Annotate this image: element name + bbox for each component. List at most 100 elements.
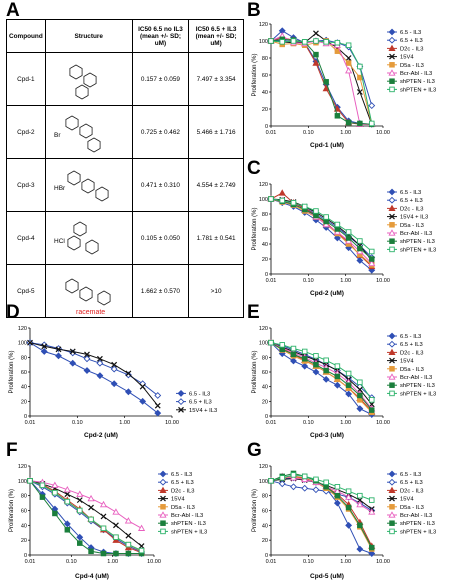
data-point [357, 238, 363, 244]
data-point [356, 497, 363, 504]
series-group [27, 339, 161, 409]
data-point [52, 510, 58, 517]
data-point [301, 362, 309, 370]
data-point [388, 340, 396, 348]
legend-label: D5a - IL3 [400, 367, 424, 373]
legend-entry: D5a - IL3 [387, 62, 424, 69]
data-point [69, 348, 76, 355]
data-point [369, 544, 375, 551]
structure-ring [95, 186, 109, 202]
legend-entry: 6.5 + IL3 [387, 478, 423, 486]
data-point [160, 495, 166, 502]
data-point [111, 361, 118, 368]
data-point [323, 479, 329, 486]
y-tick-label: 40 [21, 385, 27, 391]
series-line [29, 480, 142, 552]
legend-label: 15V4 + IL3 [189, 408, 217, 414]
data-point [312, 368, 320, 376]
header-structure: Structure [44, 19, 133, 53]
data-point [388, 44, 396, 52]
y-axis-label: Proliferation (%) [9, 489, 15, 532]
data-point [177, 398, 185, 406]
data-point [323, 484, 329, 490]
legend-entry: 6.5 + IL3 [387, 340, 423, 348]
legend-entry: D5a - IL3 [387, 222, 424, 229]
series-group [268, 36, 375, 128]
legend-entry: 15V4 [387, 357, 414, 365]
x-tick-label: 1.00 [340, 559, 351, 565]
data-point [278, 189, 286, 196]
data-point [279, 342, 285, 348]
legend-entry: shPTEN + IL3 [387, 390, 436, 397]
series-line [270, 198, 373, 252]
legend-entry: 6.5 - IL3 [387, 28, 421, 36]
data-point [345, 67, 353, 74]
data-point [323, 214, 329, 220]
y-tick-label: 120 [259, 22, 268, 28]
y-tick-label: 100 [259, 197, 268, 203]
legend-label: shPTEN + IL3 [400, 247, 436, 253]
data-point [268, 38, 274, 44]
data-point [125, 370, 132, 377]
data-point [388, 229, 396, 236]
legend-entry: 6.5 - IL3 [176, 389, 210, 397]
table-row: Cpd-5 racemate 1.662 ± 0.570 >10 [6, 264, 244, 318]
y-tick-label: 40 [262, 523, 268, 529]
panel-letter-b: B [247, 0, 261, 21]
data-point [96, 372, 104, 380]
data-point [357, 63, 363, 70]
legend-label: D5a - IL3 [400, 63, 424, 69]
data-point [323, 218, 329, 225]
data-point [323, 79, 329, 85]
data-point [345, 42, 352, 49]
data-point [388, 486, 396, 494]
structure-ring [81, 178, 95, 194]
series-line [270, 342, 373, 412]
structure-label: Br [54, 132, 61, 139]
data-point [345, 521, 353, 529]
data-point [356, 405, 364, 413]
data-point [268, 339, 274, 346]
series-line [29, 480, 142, 529]
legend-entry: 15V4 [158, 495, 185, 503]
legend-label: 6.5 + IL3 [400, 38, 423, 44]
x-tick-label: 1.00 [119, 420, 130, 426]
x-tick-label: 1.00 [340, 420, 351, 426]
data-point [389, 238, 395, 244]
y-axis-label: Proliferation (%) [252, 489, 258, 532]
data-point [323, 367, 329, 374]
legend-entry: Bcr-Abl - IL3 [387, 69, 432, 77]
chart-panel-f: 0 20 40 60 80 100 120 0.01 0.10 1.00 10.00 Cpd-4 (u… [9, 464, 207, 580]
data-point [334, 492, 341, 499]
data-point [357, 379, 363, 386]
legend-entry: 6.5 - IL3 [387, 332, 421, 340]
series-line [270, 35, 372, 125]
data-point [345, 488, 352, 494]
series-group [268, 196, 375, 268]
data-point [313, 476, 319, 483]
panel-letter-e: E [247, 302, 260, 323]
data-point [39, 482, 46, 489]
data-point [389, 246, 395, 253]
legend-label: Bcr-Abl - IL3 [400, 375, 432, 381]
series-line [29, 480, 142, 553]
data-point [345, 229, 352, 235]
data-point [76, 497, 83, 504]
legend-entry: shPTEN - IL3 [158, 520, 206, 527]
data-point [389, 53, 395, 60]
data-point [52, 489, 58, 496]
series-line [270, 472, 373, 548]
data-point [40, 348, 48, 355]
data-point [160, 504, 166, 510]
y-tick-label: 80 [262, 494, 268, 500]
y-axis-label: Proliferation (%) [252, 53, 258, 96]
data-point [345, 504, 352, 511]
y-tick-label: 100 [259, 479, 268, 485]
legend-label: 6.5 + IL3 [171, 480, 194, 486]
structure-label: racemate [76, 309, 105, 316]
legend-entry: D5a - IL3 [158, 504, 195, 511]
data-point [124, 388, 132, 396]
panel-letter-g: G [247, 440, 262, 461]
data-point [138, 547, 145, 554]
data-point [83, 367, 91, 374]
